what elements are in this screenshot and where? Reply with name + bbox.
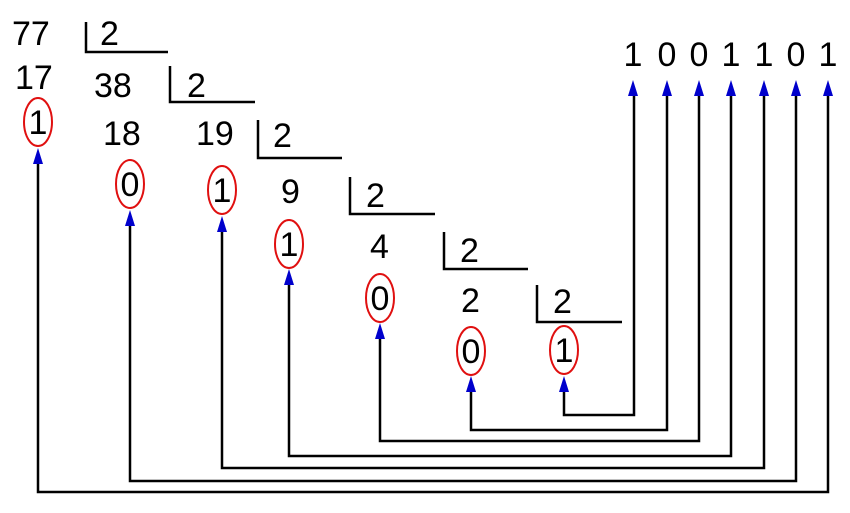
quotient-2: 2 [461,282,480,320]
divisor-1: 2 [100,15,119,53]
connector-remainder-3 [220,93,766,470]
remainder-digit-6: 0 [462,333,481,371]
result-bit-1: 1 [624,36,643,74]
division-step-1: 77 2 17 [12,15,168,97]
remainder-digit-5: 0 [371,280,390,318]
arrow-head-bit-6 [791,80,801,96]
division-bracket-6 [535,285,622,324]
remainder-circle-2 [115,159,145,209]
remainder-2: 0 [115,159,145,209]
connector-remainder-1 [36,93,830,494]
result-bit-2: 0 [658,36,677,74]
dividend-77: 77 [12,15,50,53]
arrow-head-remainder-3 [217,216,227,232]
remainder-7: 1 [549,325,579,375]
result-bit-7: 1 [819,36,838,74]
remainder-4: 1 [274,219,304,269]
divisor-5: 2 [460,232,479,270]
step-value-18: 18 [103,115,141,153]
remainder-circle-5 [365,273,395,323]
remainder-1: 1 [23,97,53,147]
arrow-head-remainder-4 [284,269,294,285]
remainder-digit-1: 1 [29,104,48,142]
remainder-circle-1 [23,97,53,147]
divisor-4: 2 [366,177,385,215]
result-bit-6: 0 [787,36,806,74]
remainder-digit-2: 0 [121,166,140,204]
arrow-head-bit-2 [662,80,672,96]
divisor-2: 2 [187,67,206,105]
connector-remainder-2 [128,93,798,483]
arrow-head-remainder-2 [125,210,135,226]
arrow-head-bit-3 [694,80,704,96]
arrow-head-bit-5 [759,80,769,96]
connector-remainder-5 [378,93,701,443]
result-bit-4: 1 [722,36,741,74]
division-bracket-1 [84,22,168,54]
connector-remainder-7 [562,93,636,417]
remainder-digit-4: 1 [280,226,299,264]
divisor-3: 2 [273,117,292,155]
remainder-circle-3 [207,165,237,215]
division-step-5: 4 2 [370,228,528,271]
remainder-3: 1 [207,165,237,215]
result-bit-5: 1 [755,36,774,74]
divisor-6: 2 [553,283,572,321]
division-bracket-4 [348,177,435,216]
remainder-5: 0 [365,273,395,323]
arrow-heads [33,80,833,392]
remainder-circle-7 [549,325,579,375]
connector-lines [36,93,830,494]
division-step-4: 9 2 [281,173,435,216]
arrow-head-remainder-6 [466,376,476,392]
result-bits: 1 0 0 1 1 0 1 [624,36,838,74]
arrow-head-remainder-5 [375,323,385,339]
division-step-3: 19 2 [196,115,342,160]
connector-remainder-4 [287,93,733,458]
remainder-6: 0 [456,326,486,376]
arrow-head-remainder-1 [33,148,43,164]
division-step-6: 2 2 [461,282,622,324]
arrow-head-bit-4 [726,80,736,96]
remainder-digit-7: 1 [555,332,574,370]
arrow-head-remainder-7 [559,376,569,392]
division-step-2: 38 2 18 [94,66,255,153]
division-bracket-5 [442,232,528,271]
quotient-19: 19 [196,115,234,153]
remainder-circle-6 [456,326,486,376]
division-bracket-3 [256,120,342,160]
arrow-head-bit-1 [628,80,638,96]
arrow-head-bit-7 [823,80,833,96]
result-bit-3: 0 [690,36,709,74]
connector-remainder-6 [469,93,669,432]
step-value-17: 17 [15,59,53,97]
quotient-9: 9 [281,173,300,211]
quotient-38: 38 [94,67,132,105]
remainder-digit-3: 1 [213,172,232,210]
remainder-circle-4 [274,219,304,269]
quotient-4: 4 [370,228,389,266]
division-bracket-2 [168,66,255,104]
